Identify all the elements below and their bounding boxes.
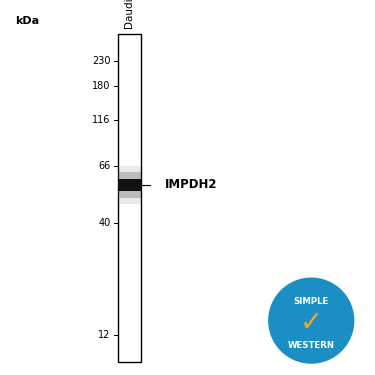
Text: 66: 66 xyxy=(98,161,111,171)
Text: IMPDH2: IMPDH2 xyxy=(165,178,218,191)
Text: WESTERN: WESTERN xyxy=(288,341,335,350)
Text: SIMPLE: SIMPLE xyxy=(294,297,329,306)
Text: 12: 12 xyxy=(98,330,111,340)
Text: 116: 116 xyxy=(92,115,111,125)
Bar xyxy=(118,179,141,191)
Text: ✓: ✓ xyxy=(300,309,323,337)
Circle shape xyxy=(268,278,354,364)
Bar xyxy=(118,166,141,204)
Text: Daudi: Daudi xyxy=(124,0,134,28)
Text: kDa: kDa xyxy=(15,16,39,26)
Text: 180: 180 xyxy=(92,81,111,91)
Text: 230: 230 xyxy=(92,56,111,66)
Bar xyxy=(118,172,141,198)
Bar xyxy=(118,34,141,362)
Text: 40: 40 xyxy=(98,218,111,228)
